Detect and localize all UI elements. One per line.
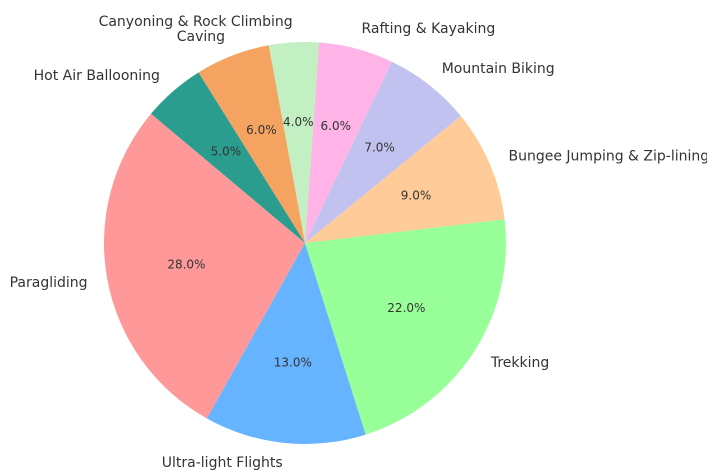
slice-label: Canyoning & Rock Climbing xyxy=(99,14,293,30)
pie-slice xyxy=(305,115,505,243)
pie-slice xyxy=(198,45,305,243)
slice-label: Rafting & Kayaking xyxy=(361,21,495,37)
value-label: 28.0% xyxy=(167,257,205,271)
pie-slice xyxy=(305,219,506,435)
value-label: 6.0% xyxy=(321,119,352,133)
slice-label: Trekking xyxy=(490,355,549,371)
slice-label: Hot Air Ballooning xyxy=(34,68,160,84)
slice-label: Caving xyxy=(177,29,225,45)
value-label: 9.0% xyxy=(401,188,432,202)
value-label: 4.0% xyxy=(283,115,314,129)
slice-label: Paragliding xyxy=(10,275,88,291)
slice-label: Mountain Biking xyxy=(442,61,555,77)
value-label: 5.0% xyxy=(211,144,242,158)
value-label: 13.0% xyxy=(274,355,312,369)
slice-label: Bungee Jumping & Zip-lining xyxy=(509,149,707,165)
pie-slice xyxy=(151,72,305,244)
value-label: 7.0% xyxy=(364,141,395,155)
value-label: 6.0% xyxy=(246,123,277,137)
pie-slice xyxy=(305,42,392,243)
pie-slice xyxy=(305,61,461,244)
pie-slice xyxy=(268,42,320,243)
pie-slice xyxy=(206,243,366,444)
value-label: 22.0% xyxy=(387,301,425,315)
slice-label: Ultra-light Flights xyxy=(162,455,283,471)
pie-slice xyxy=(103,113,305,419)
